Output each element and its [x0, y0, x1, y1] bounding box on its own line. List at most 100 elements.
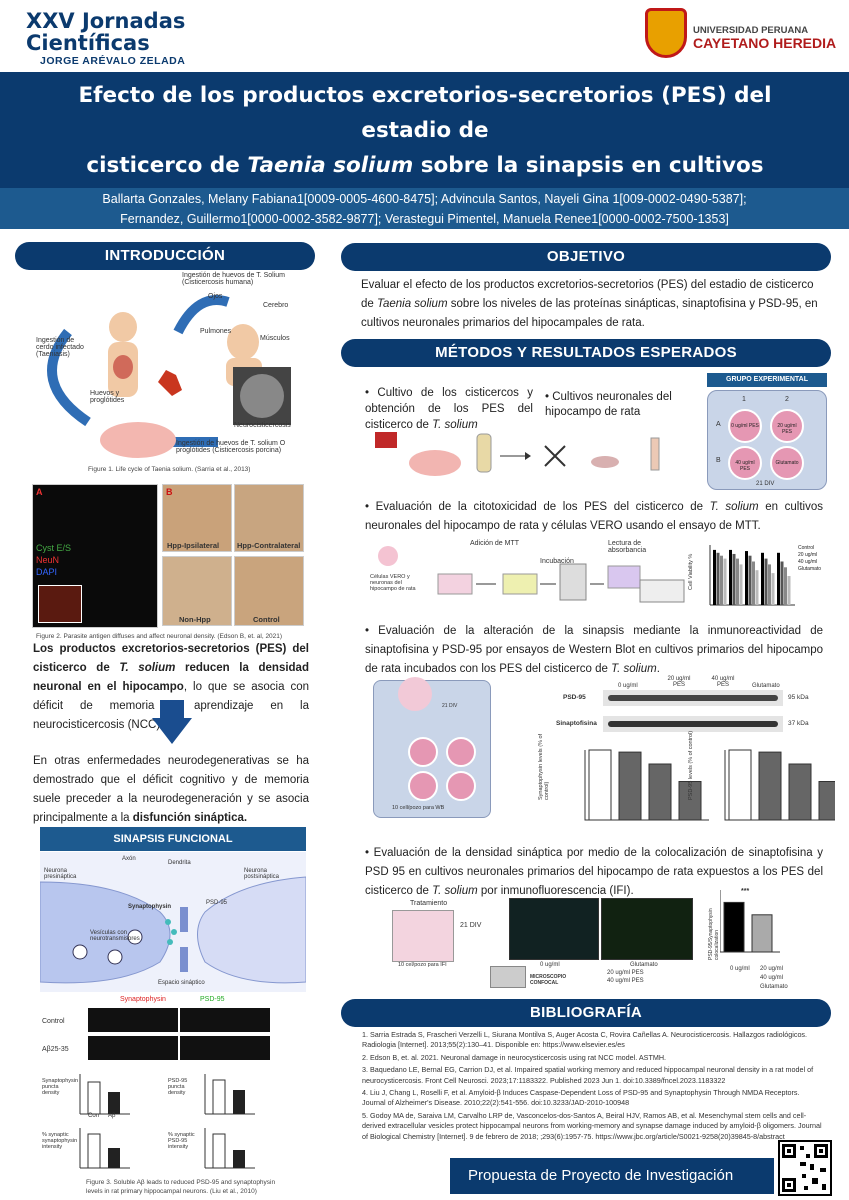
- met3-t1: • Evaluación de la alteración de la sina…: [365, 625, 823, 675]
- met4-x-0: 0 ug/ml: [730, 966, 750, 972]
- met1-b1: • Cultivo de los cisticercos y obtención…: [365, 387, 533, 431]
- fig3-y-3: % synaptic synaptophysin intensity: [42, 1132, 78, 1150]
- met1-plate-title: GRUPO EXPERIMENTAL: [707, 373, 827, 387]
- met3-well-b2: [446, 771, 476, 801]
- university-name-line2: CAYETANO HEREDIA: [693, 35, 837, 51]
- fig3-y-4: % synaptic PSD-95 intensity: [168, 1132, 195, 1150]
- chart-bar: [678, 781, 702, 821]
- fig3-chart-3: [79, 1128, 130, 1169]
- fig3-img-syp-abeta: [88, 1036, 178, 1060]
- wb-blot-psd95: [603, 690, 783, 706]
- wb-blot-synaptophysin: [603, 716, 783, 732]
- viability-bar: [777, 552, 780, 605]
- bib-entry-1: 1. Sarria Estrada S, Frascheri Verzelli …: [362, 1030, 808, 1050]
- intro-p2-text: En otras enfermedades neurodegenerativas…: [33, 755, 309, 824]
- met4-ifi-image-glutamate: [601, 898, 693, 960]
- met3-well-b1: [408, 771, 438, 801]
- wb-kda-37: 37 kDa: [788, 720, 809, 727]
- met1-bullet-cysts: • Cultivo de los cisticercos y obtención…: [365, 385, 533, 433]
- bib-text-2: Edson B, et. al. 2021. Neuronal damage i…: [370, 1052, 667, 1062]
- fig3-x-con-1: Con: [88, 1113, 100, 1119]
- fig3-y-1: Synaptophysin puncta density: [42, 1078, 79, 1096]
- bibliography-list: 1. Sarria Estrada S, Frascheri Verzelli …: [362, 1030, 822, 1144]
- wb-col-3: Glutamato: [752, 683, 780, 689]
- bib-entry-2: 2. Edson B, et. al. 2021. Neuronal damag…: [362, 1052, 667, 1062]
- fig3-label-presyn: Neurona presináptica: [44, 868, 77, 880]
- fig3-label-psd: PSD-95: [206, 900, 228, 906]
- met2-label-mtt: Adición de MTT: [470, 540, 520, 547]
- fig3-y-2: PSD-95 puncta density: [168, 1078, 188, 1096]
- fig3-img-psd-control: [180, 1008, 270, 1032]
- fig2-hpp-ipsilateral: B Hpp-Ipsilateral: [162, 484, 232, 552]
- objetivo-species: Taenia solium: [377, 298, 448, 310]
- met1-species: T. solium: [432, 419, 478, 431]
- fig3-row-control: Control: [42, 1018, 65, 1025]
- bib-entry-5: 5. Godoy MA de, Saraiva LM, Carvalho LRP…: [362, 1110, 822, 1141]
- intro-p1-bold: Los productos excretorios-secretorios (P…: [33, 643, 309, 674]
- fig3-x-ab-1: Aβ: [108, 1113, 116, 1119]
- authors-band: Ballarta Gonzales, Melany Fabiana1[0009-…: [0, 188, 849, 229]
- viability-bar: [780, 561, 784, 605]
- bib-entry-4: 4. Liu J, Chang L, Roselli F, et al. Amy…: [362, 1088, 800, 1108]
- fig2-label-contra: Hpp-Contralateral: [237, 541, 301, 550]
- intro-paragraph-2: En otras enfermedades neurodegenerativas…: [33, 752, 309, 828]
- synapse-svg: [39, 876, 307, 984]
- met2-legend-1: 20 ug/ml: [798, 552, 818, 558]
- section-introduccion: INTRODUCCIÓN: [15, 242, 315, 270]
- met3-plate-label: 10 cell/pozo para WB: [392, 805, 445, 811]
- viability-bar: [732, 553, 736, 605]
- met2-label-incubation: Incubación: [540, 558, 574, 565]
- objetivo-t2: sobre los niveles de las proteínas sináp…: [361, 298, 818, 329]
- viability-bar: [771, 573, 775, 605]
- plate-row-a: A: [716, 421, 721, 428]
- plate-well-20ug: 20 ug/ml PES: [770, 409, 804, 443]
- met2-viability-chart: [709, 545, 795, 606]
- wb-kda-95: 95 kDa: [788, 694, 809, 701]
- figure-2-caption: Figure 2. Parasite antigen diffuses and …: [36, 633, 283, 640]
- chart-bar: [723, 901, 745, 953]
- met3-ylabel-2: PSD-95 levels (% of control): [688, 730, 694, 800]
- viability-bar: [761, 552, 764, 605]
- arrow-down-icon: [152, 718, 192, 744]
- fig3-micrographs: Synaptophysin PSD-95 Control Aβ25-35: [40, 996, 306, 1070]
- met4-label-20: 20 ug/ml PES: [607, 970, 644, 976]
- met3-plate: 21 DIV 10 cell/pozo para WB: [373, 677, 491, 818]
- met3-species: T. solium: [611, 663, 657, 675]
- met4-label-40: 40 ug/ml PES: [607, 978, 644, 984]
- viability-bar: [755, 570, 759, 605]
- bib-text-1: Sarria Estrada S, Frascheri Verzelli L, …: [362, 1030, 808, 1050]
- fig1-label-human: Ingestión de huevos de T. Solium (Cistic…: [182, 272, 285, 286]
- met4-treatment-plate: [392, 910, 454, 962]
- event-title-line1: XXV Jornadas: [26, 9, 186, 33]
- met4-significance: ***: [741, 888, 750, 895]
- fig3-label-axon: Axón: [122, 856, 136, 862]
- chart-bar: [728, 749, 752, 821]
- objetivo-text: Evaluar el efecto de los productos excre…: [361, 276, 819, 333]
- section-metodos: MÉTODOS Y RESULTADOS ESPERADOS: [341, 339, 831, 367]
- met2-t2: en cultivos neuronales del hipocampo de …: [365, 501, 824, 532]
- fig3-label-cleft: Espacio sináptico: [158, 980, 205, 986]
- figure-1-caption: Figure 1. Life cycle of Taenia solium. (…: [88, 466, 251, 473]
- fig3-label-vesicles: Vesículas con neurotransmisores: [90, 930, 140, 942]
- fig1-label-pig-ingestion: Ingestión de cerdo infectado (Taeniasis): [36, 337, 84, 358]
- wb-col-1: 20 ug/ml PES: [667, 676, 691, 688]
- plate-row-b: B: [716, 457, 721, 464]
- authors-line1: Ballarta Gonzales, Melany Fabiana1[0009-…: [102, 192, 747, 206]
- wb-col-2: 40 ug/ml PES: [711, 676, 735, 688]
- intro-p1-bold2: reducen la densidad neuronal en el hipoc…: [33, 662, 309, 693]
- fig3-img-syp-control: [88, 1008, 178, 1032]
- met4-label-microscope: MICROSCOPIO CONFOCAL: [530, 974, 567, 986]
- fig2-dapi-label: DAPI: [36, 567, 58, 577]
- title-band: Efecto de los productos excretorios-secr…: [0, 72, 849, 248]
- viability-bar: [739, 564, 743, 605]
- viability-bar: [764, 558, 768, 605]
- bib-entry-3: 3. Baquedano LE, Bernal EG, Carrion DJ, …: [362, 1065, 814, 1085]
- plate-well-0ug: 0 ug/ml PES: [728, 409, 762, 443]
- microscope-icon: [490, 966, 526, 988]
- met2-species: T. solium: [709, 501, 759, 513]
- fig3-chart-1: [79, 1074, 130, 1115]
- met2-ylabel: Cell Viability %: [688, 553, 694, 590]
- fig2-panel-b: B: [166, 487, 173, 497]
- wb-row-psd: PSD-95: [563, 694, 586, 701]
- fig3-label-postsyn: Neurona postsináptica: [244, 868, 280, 880]
